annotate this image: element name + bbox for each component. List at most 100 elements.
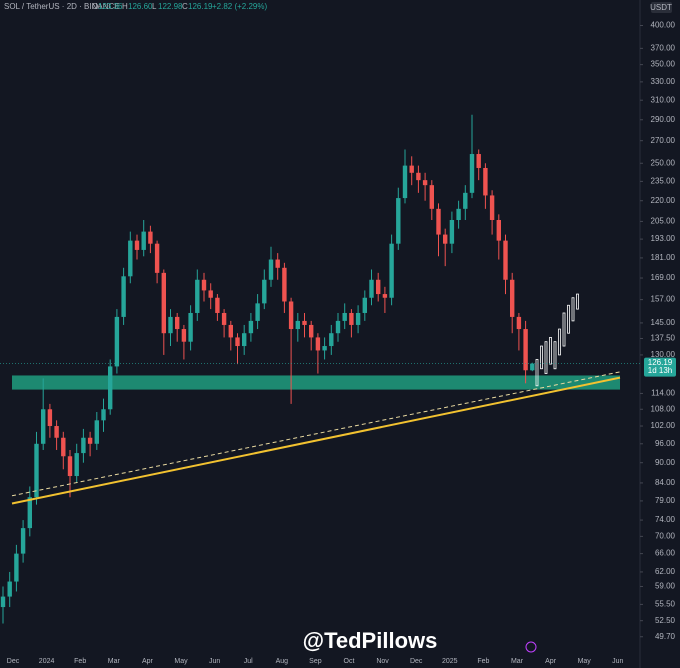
x-tick-label: 2024 xyxy=(39,658,55,665)
y-tick-label: 96.00 xyxy=(655,439,676,448)
x-tick-label: Dec xyxy=(410,658,423,665)
countdown: 1d 13h xyxy=(648,366,672,375)
y-tick-label: 62.00 xyxy=(655,567,676,576)
y-tick-label: 157.00 xyxy=(651,295,676,304)
watermark: @TedPillows xyxy=(303,628,438,653)
y-tick-label: 74.00 xyxy=(655,515,676,524)
candle-body xyxy=(108,366,113,410)
y-tick-label: 130.00 xyxy=(651,350,676,359)
candle-body xyxy=(402,165,408,199)
candle-body xyxy=(416,172,421,181)
candle-body xyxy=(27,497,32,529)
candle-body xyxy=(335,320,341,334)
candle-body xyxy=(382,294,388,298)
candle-body xyxy=(489,195,495,220)
y-tick-label: 108.00 xyxy=(651,404,676,413)
candle-body xyxy=(74,453,79,477)
candle-body xyxy=(94,420,99,444)
x-tick-label: Sep xyxy=(309,658,322,665)
legend-label: O xyxy=(92,2,98,11)
last-price-label: 126.19 xyxy=(648,358,673,367)
candle-body xyxy=(34,443,39,498)
legend-value: 126.60 xyxy=(128,2,153,11)
y-tick-label: 370.00 xyxy=(651,43,676,52)
candle-body xyxy=(81,437,86,454)
candle-body xyxy=(483,167,488,196)
y-tick-label: 193.00 xyxy=(651,234,676,243)
projection-bar xyxy=(558,328,561,356)
candle-body xyxy=(355,312,361,325)
projection-bar xyxy=(540,345,543,370)
y-tick-label: 66.00 xyxy=(655,549,676,558)
y-tick-label: 52.50 xyxy=(655,616,676,625)
candle-body xyxy=(329,333,334,347)
candle-body xyxy=(175,316,180,330)
y-tick-label: 310.00 xyxy=(651,95,676,104)
candle-body xyxy=(523,329,528,371)
y-tick-label: 145.00 xyxy=(651,318,676,327)
candle-body xyxy=(510,279,515,317)
candle-body xyxy=(41,409,46,444)
y-tick-label: 205.00 xyxy=(651,217,676,226)
candle-body xyxy=(268,259,274,280)
candle-body xyxy=(235,337,240,347)
candle-body xyxy=(456,208,461,220)
x-tick-label: Jun xyxy=(209,658,220,665)
candle-body xyxy=(282,267,287,302)
candle-body xyxy=(342,312,347,321)
candle-body xyxy=(0,596,6,608)
y-tick-label: 235.00 xyxy=(651,177,676,186)
candle-body xyxy=(530,363,535,371)
candle-body xyxy=(121,276,126,317)
candle-body xyxy=(54,426,59,438)
y-tick-label: 181.00 xyxy=(651,253,676,262)
candle-body xyxy=(188,312,193,342)
x-tick-label: Apr xyxy=(142,658,154,665)
candle-body xyxy=(208,290,213,298)
x-tick-label: 2025 xyxy=(442,658,458,665)
x-tick-label: Nov xyxy=(376,658,389,665)
candle-body xyxy=(302,320,307,325)
legend-label: C xyxy=(182,2,188,11)
candle-body xyxy=(255,303,260,321)
x-tick-label: Feb xyxy=(74,658,86,665)
candle-body xyxy=(376,279,381,295)
candle-body xyxy=(168,316,173,334)
candle-body xyxy=(443,234,448,244)
x-tick-label: Jun xyxy=(612,658,623,665)
candle-body xyxy=(362,297,367,313)
candle-body xyxy=(141,231,146,250)
candle-body xyxy=(496,219,501,241)
candle-body xyxy=(154,243,160,273)
legend-value: 123.36 xyxy=(98,2,123,11)
x-tick-label: Mar xyxy=(511,658,524,665)
y-tick-label: 55.50 xyxy=(655,600,676,609)
projection-bar xyxy=(535,359,539,387)
x-tick-label: May xyxy=(174,658,188,665)
candle-body xyxy=(148,231,153,244)
candle-body xyxy=(47,409,53,427)
last-price-box xyxy=(644,357,676,377)
candle-body xyxy=(201,279,207,291)
legend-label: L xyxy=(152,2,157,11)
candle-body xyxy=(315,337,321,351)
candle-body xyxy=(128,240,133,277)
candle-body xyxy=(262,279,267,304)
currency-box xyxy=(651,2,672,13)
projection-bar xyxy=(567,304,570,334)
x-tick-label: Apr xyxy=(545,658,557,665)
x-tick-label: May xyxy=(578,658,592,665)
y-tick-label: 49.70 xyxy=(655,632,676,641)
projection-bar xyxy=(553,341,557,370)
x-tick-label: Aug xyxy=(276,658,289,665)
trendline xyxy=(11,371,621,497)
candle-body xyxy=(195,279,200,313)
projection-bar xyxy=(544,341,548,374)
candle-body xyxy=(322,346,327,351)
candle-body xyxy=(228,324,233,338)
y-tick-label: 250.00 xyxy=(651,158,676,167)
x-tick-label: Feb xyxy=(477,658,489,665)
candle-body xyxy=(389,243,394,298)
symbol: SOL / TetherUS · 2D · BINANCE xyxy=(4,2,120,11)
